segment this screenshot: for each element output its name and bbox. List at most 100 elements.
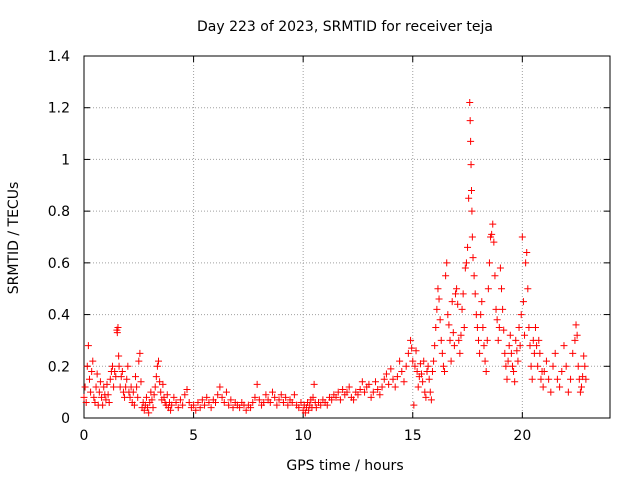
data-point <box>105 398 113 406</box>
data-point <box>350 396 358 404</box>
data-point <box>431 342 439 350</box>
data-point <box>430 357 438 365</box>
data-point <box>295 404 303 412</box>
data-point <box>123 375 131 383</box>
data-point <box>420 357 428 365</box>
data-point <box>449 329 457 337</box>
data-point <box>514 357 522 365</box>
data-point <box>443 259 451 267</box>
data-point <box>190 401 198 409</box>
data-point <box>464 243 472 251</box>
data-point <box>135 357 143 365</box>
data-point <box>476 349 484 357</box>
data-point <box>582 375 590 383</box>
data-point <box>339 386 347 394</box>
data-point <box>408 344 416 352</box>
data-point <box>275 396 283 404</box>
data-point <box>227 396 235 404</box>
data-point <box>371 378 379 386</box>
data-point <box>536 349 544 357</box>
data-point <box>547 388 555 396</box>
data-point <box>380 375 388 383</box>
data-point <box>569 349 577 357</box>
data-point <box>87 388 95 396</box>
data-point <box>253 380 261 388</box>
data-point <box>201 401 209 409</box>
data-point <box>414 383 422 391</box>
data-point <box>271 393 279 401</box>
data-point <box>518 233 526 241</box>
data-point <box>578 383 586 391</box>
data-point <box>511 378 519 386</box>
data-point <box>482 367 490 375</box>
data-point <box>378 383 386 391</box>
data-point <box>523 249 531 257</box>
data-point <box>111 367 119 375</box>
data-point <box>220 398 228 406</box>
data-point <box>247 404 255 412</box>
data-point <box>170 393 178 401</box>
data-point <box>462 259 470 267</box>
x-tick-label: 15 <box>404 428 422 444</box>
data-point <box>176 396 184 404</box>
data-point <box>95 388 103 396</box>
data-point <box>411 362 419 370</box>
data-point <box>499 305 507 313</box>
data-point <box>110 383 118 391</box>
data-point <box>137 378 145 386</box>
data-point <box>484 285 492 293</box>
data-point <box>343 388 351 396</box>
data-point <box>551 349 559 357</box>
y-tick-label: 1 <box>61 152 70 168</box>
y-tick-label: 0.4 <box>48 308 70 324</box>
data-point <box>498 285 506 293</box>
data-point <box>409 357 417 365</box>
data-point <box>312 404 320 412</box>
y-tick-label: 0.8 <box>48 204 70 220</box>
data-point <box>480 342 488 350</box>
data-point <box>284 401 292 409</box>
data-point <box>328 396 336 404</box>
data-point <box>205 398 213 406</box>
data-point <box>345 383 353 391</box>
data-point <box>445 321 453 329</box>
data-point <box>491 272 499 280</box>
data-point <box>216 383 224 391</box>
data-point <box>483 336 491 344</box>
data-point <box>273 401 281 409</box>
data-point <box>214 391 222 399</box>
data-point <box>515 324 523 331</box>
data-point <box>503 375 511 383</box>
data-point <box>447 357 455 365</box>
data-point <box>470 272 478 280</box>
data-point <box>90 393 98 401</box>
data-point <box>531 324 539 331</box>
data-point <box>478 298 486 306</box>
data-point <box>435 295 443 303</box>
data-point <box>521 331 529 339</box>
y-tick-label: 0 <box>61 411 70 427</box>
plot-frame <box>83 55 611 419</box>
data-point <box>309 393 317 401</box>
data-point <box>490 238 498 246</box>
data-point <box>507 349 515 357</box>
data-point <box>437 336 445 344</box>
data-point <box>266 398 274 406</box>
data-point <box>553 375 561 383</box>
data-point <box>103 380 111 388</box>
data-point <box>393 373 401 381</box>
data-point <box>396 357 404 365</box>
data-point <box>104 391 112 399</box>
data-point <box>427 396 435 404</box>
data-point <box>172 398 180 406</box>
data-point <box>404 349 412 357</box>
data-point <box>129 388 137 396</box>
data-point <box>519 298 527 306</box>
data-point <box>108 362 116 370</box>
x-tick-label: 10 <box>294 428 312 444</box>
data-point <box>336 396 344 404</box>
data-point <box>374 386 382 394</box>
data-point <box>489 220 497 228</box>
x-tick-labels: 0 5 10 15 20 <box>80 428 532 444</box>
